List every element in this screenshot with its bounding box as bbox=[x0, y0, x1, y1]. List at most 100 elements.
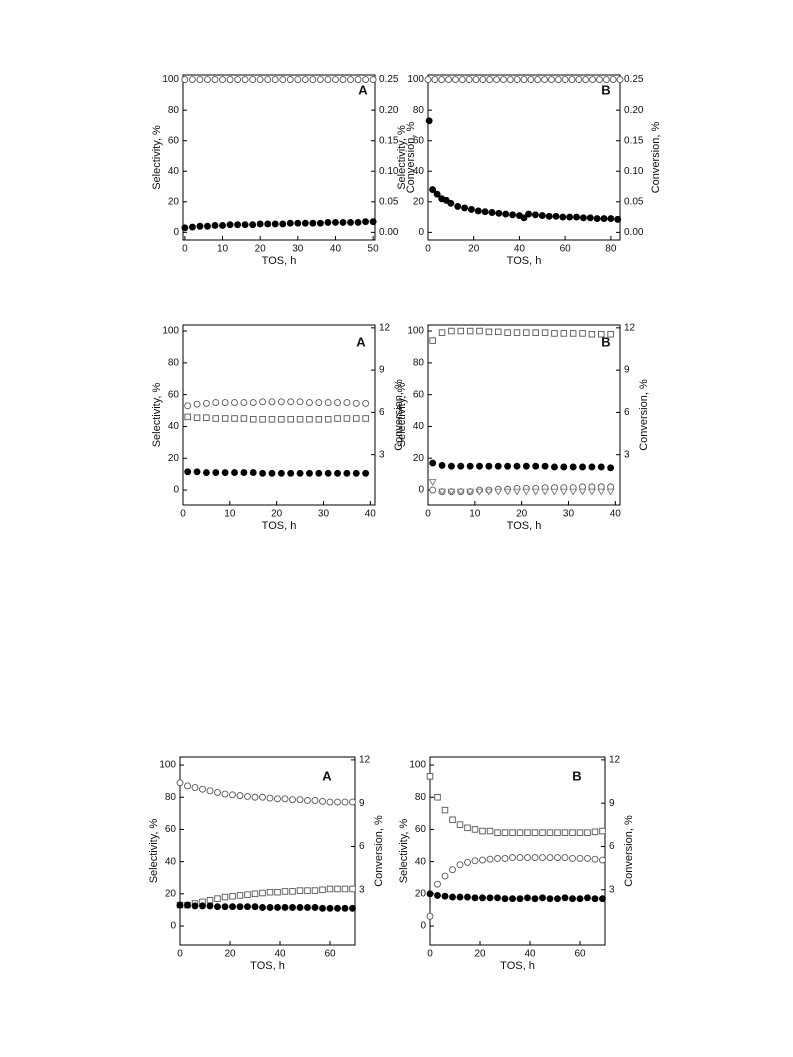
data-point bbox=[464, 824, 471, 832]
data-point bbox=[449, 816, 456, 824]
data-point bbox=[289, 904, 296, 911]
data-point bbox=[229, 791, 236, 799]
data-point bbox=[206, 902, 214, 910]
data-point bbox=[347, 218, 354, 226]
data-point bbox=[438, 329, 446, 336]
data-point bbox=[579, 214, 587, 222]
data-point bbox=[206, 897, 214, 904]
data-point bbox=[559, 213, 567, 221]
data-point bbox=[259, 889, 266, 897]
y-tick-label: 40 bbox=[415, 856, 427, 867]
data-point bbox=[341, 885, 349, 893]
data-point bbox=[520, 76, 528, 84]
data-point bbox=[315, 416, 323, 423]
data-point bbox=[214, 903, 221, 911]
plot-frame bbox=[182, 74, 376, 241]
data-point bbox=[486, 855, 494, 863]
y-axis-label: Selectivity, % bbox=[148, 818, 160, 883]
x-tick-label: 0 bbox=[425, 509, 431, 520]
plot-frame bbox=[182, 324, 376, 506]
panel-label: A bbox=[356, 334, 366, 349]
data-point bbox=[447, 462, 455, 470]
data-point bbox=[614, 215, 622, 223]
data-point bbox=[268, 398, 276, 406]
data-point bbox=[584, 894, 591, 902]
data-point bbox=[554, 76, 562, 84]
data-point bbox=[569, 829, 576, 836]
data-point bbox=[560, 330, 568, 337]
data-point bbox=[236, 892, 244, 899]
data-point bbox=[212, 415, 220, 422]
data-point bbox=[503, 488, 512, 496]
data-point bbox=[229, 892, 236, 900]
data-point bbox=[479, 76, 487, 84]
data-point bbox=[294, 76, 302, 84]
data-point bbox=[301, 219, 309, 227]
data-point bbox=[516, 829, 524, 836]
data-point bbox=[576, 895, 584, 903]
data-point bbox=[249, 221, 257, 229]
data-point bbox=[531, 829, 539, 836]
data-point bbox=[244, 792, 251, 800]
data-point bbox=[296, 796, 304, 804]
data-point bbox=[343, 399, 351, 407]
data-point bbox=[607, 464, 615, 472]
data-point bbox=[294, 219, 302, 227]
y2-tick-label: 0.00 bbox=[624, 227, 644, 238]
x-tick-label: 60 bbox=[560, 244, 572, 255]
data-point bbox=[296, 887, 304, 894]
data-point bbox=[226, 76, 234, 84]
data-point bbox=[609, 76, 617, 84]
data-point bbox=[353, 415, 360, 422]
data-point bbox=[494, 462, 502, 470]
data-point bbox=[184, 413, 191, 421]
data-point bbox=[279, 220, 287, 228]
data-point bbox=[569, 895, 576, 903]
data-point bbox=[281, 888, 289, 895]
data-point bbox=[204, 76, 211, 84]
data-point bbox=[256, 76, 264, 84]
plot-frame bbox=[427, 324, 621, 506]
data-point bbox=[315, 469, 323, 477]
data-point bbox=[467, 205, 475, 213]
data-point bbox=[214, 895, 221, 902]
data-point bbox=[579, 330, 586, 337]
data-point bbox=[249, 469, 257, 477]
data-point bbox=[456, 861, 464, 869]
data-point bbox=[202, 469, 210, 477]
y-tick-label: 40 bbox=[413, 166, 425, 177]
data-point bbox=[464, 893, 471, 901]
y-tick-label: 80 bbox=[413, 357, 425, 368]
y2-tick-label: 0.25 bbox=[624, 74, 644, 85]
data-point bbox=[502, 210, 510, 218]
data-point bbox=[343, 415, 351, 422]
data-point bbox=[547, 76, 555, 84]
data-point bbox=[281, 795, 289, 803]
data-point bbox=[251, 903, 259, 911]
x-axis-label: TOS, h bbox=[250, 960, 285, 972]
y-tick-label: 0 bbox=[418, 227, 424, 238]
data-point bbox=[326, 885, 334, 893]
data-point bbox=[296, 469, 304, 477]
y-axis-label: Selectivity, % bbox=[151, 382, 163, 447]
data-point bbox=[479, 894, 486, 902]
y2-tick-label: 6 bbox=[379, 407, 385, 418]
data-point bbox=[554, 854, 561, 862]
data-point bbox=[509, 211, 517, 219]
data-point bbox=[479, 856, 486, 864]
data-point bbox=[456, 893, 464, 901]
data-point bbox=[550, 463, 558, 471]
panel-label: A bbox=[322, 768, 332, 783]
y2-tick-label: 3 bbox=[379, 449, 385, 460]
data-point bbox=[286, 76, 294, 84]
data-point bbox=[513, 76, 521, 84]
data-point bbox=[599, 895, 606, 903]
data-point bbox=[584, 829, 591, 836]
data-point bbox=[296, 416, 304, 423]
data-point bbox=[566, 213, 574, 221]
data-point bbox=[546, 854, 554, 862]
data-point bbox=[438, 461, 446, 469]
y-tick-label: 20 bbox=[415, 888, 427, 899]
data-point bbox=[343, 469, 351, 477]
data-point bbox=[607, 215, 615, 223]
